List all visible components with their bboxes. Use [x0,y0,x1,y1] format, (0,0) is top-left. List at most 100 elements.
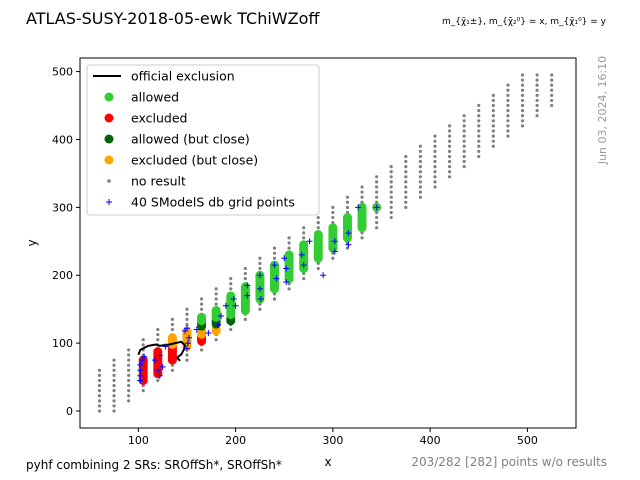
no-result-point [462,134,466,138]
no-result-point [360,236,364,240]
no-result-point [550,73,554,77]
footer-right: 203/282 [282] points w/o results [411,455,607,469]
no-result-point [287,241,291,245]
no-result-point [535,78,539,82]
no-result-point [462,165,466,169]
no-result-point [345,195,350,199]
no-result-point [520,124,525,128]
official-exclusion-line [137,340,186,362]
no-result-point [127,394,131,398]
no-result-point [156,338,160,342]
no-result-point [141,343,145,347]
grid-point-marker [183,345,190,352]
allowed-point [240,282,250,292]
allowed-point [211,306,221,316]
no-result-point [433,149,437,153]
no-result-point [520,109,525,113]
no-result-point [404,165,408,169]
allowed-point [328,223,338,233]
no-result-point [477,103,481,108]
no-result-point [258,266,262,271]
no-result-point [491,109,495,113]
no-result-point [316,221,320,225]
chart-title: ATLAS-SUSY-2018-05-ewk TChiWZoff [26,9,320,28]
no-result-point [404,205,408,209]
no-result-point [331,205,335,209]
no-result-point [302,231,306,235]
no-result-point [447,165,452,169]
no-result-point [112,389,116,393]
no-result-point [345,205,350,209]
no-result-point [127,389,131,393]
no-result-point [287,246,291,250]
no-result-point [156,378,160,383]
grid-point-marker [320,272,327,279]
grid-point-marker [141,353,148,360]
no-result-point [287,287,291,291]
legend-label: allowed (but close) [131,132,250,147]
no-result-point [214,287,218,291]
footer-left: pyhf combining 2 SRs: SROffSh*, SROffSh* [26,458,282,472]
grid-point-marker [271,262,278,269]
no-result-point [506,103,510,108]
no-result-point [214,292,218,296]
no-result-point [375,180,379,184]
no-result-point [97,399,102,403]
grid-point-marker [218,312,225,319]
no-result-point [462,119,466,123]
no-result-point [520,114,525,118]
no-result-point [127,368,131,372]
grid-point-marker [183,325,190,332]
no-result-point [477,124,481,128]
no-result-point [141,389,145,393]
no-result-point [185,312,189,316]
no-result-point [170,327,174,332]
grid-point-marker [222,302,229,309]
no-result-point [462,139,466,143]
no-result-point [243,317,247,321]
no-result-point [477,139,481,143]
legend: official exclusion allowed excluded allowed… [86,64,320,216]
no-result-point [141,338,145,342]
no-result-point [258,256,262,260]
allowed-point [284,250,294,260]
no-result-point [112,368,116,372]
grid-point-marker [184,340,191,347]
no-result-point [477,149,481,153]
no-result-point [302,236,306,240]
no-result-point [97,378,102,383]
no-result-point [97,404,102,408]
no-result-point [506,124,510,128]
no-result-point [520,83,525,87]
no-result-point [404,190,408,194]
no-result-point [199,297,204,301]
no-result-point [97,409,102,413]
no-result-point [535,93,539,97]
no-result-point [214,297,218,301]
no-result-point [506,93,510,97]
grid-point-marker [137,372,144,379]
legend-label: 40 SModelS db grid points [131,195,295,210]
no-result-point [112,358,116,362]
axis-ticks: 100 200 300 400 500 0 100 200 300 400 500 [52,66,538,447]
no-result-point [302,226,306,230]
no-result-point [156,327,160,332]
no-result-point [491,93,495,97]
y-axis-label: y [25,239,39,246]
no-result-point [112,383,116,388]
no-result-point [112,399,116,403]
grid-point-marker [232,302,239,309]
no-result-point [535,114,539,118]
no-result-point [418,165,422,169]
no-result-point [491,134,495,138]
grid-point-marker [185,334,192,341]
no-result-point [272,251,277,255]
x-tick-label: 100 [128,434,149,447]
no-result-point [506,88,510,92]
no-result-point [418,175,422,179]
grid-point-marker [256,272,263,279]
no-result-point [389,200,393,204]
no-result-point [447,129,452,133]
no-result-point [127,348,131,352]
no-result-point [214,338,218,342]
